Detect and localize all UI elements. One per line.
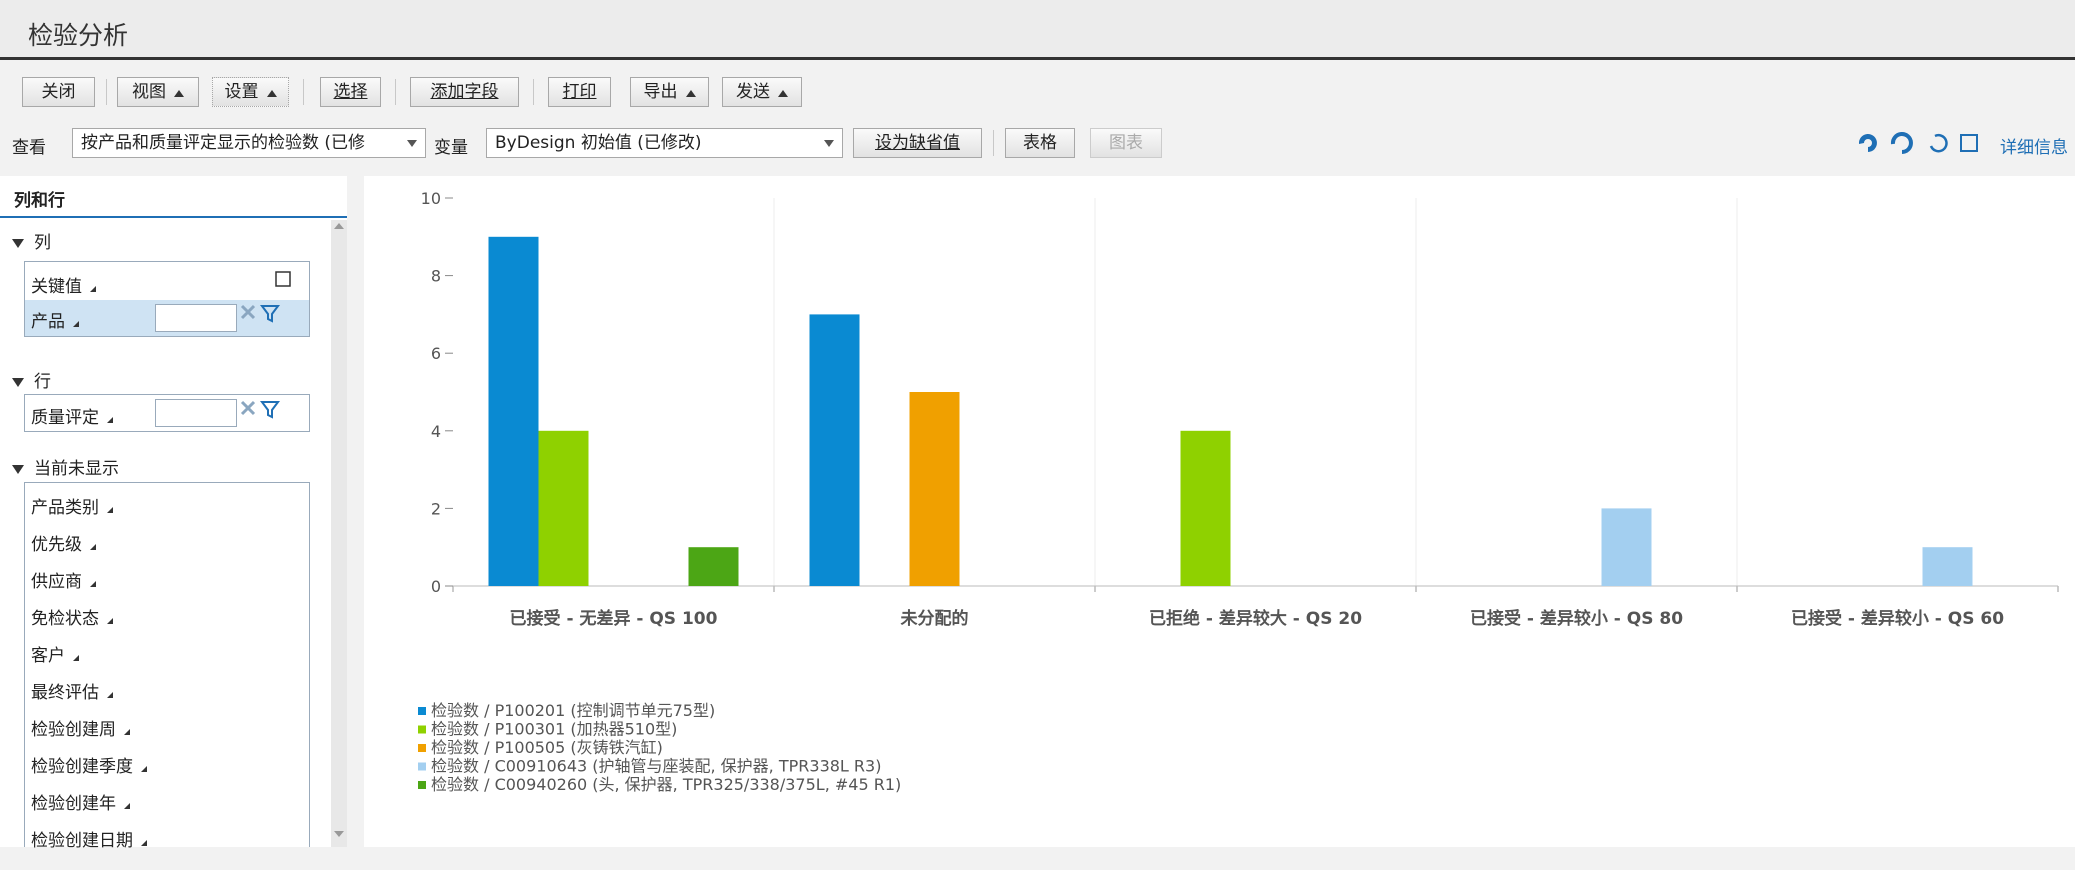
legend-swatch — [418, 725, 426, 734]
close-button[interactable]: 关闭 — [22, 77, 95, 107]
hidden-item[interactable]: 检验创建季度 — [31, 752, 147, 777]
legend-swatch — [418, 781, 426, 789]
y-tick-label: 0 — [431, 577, 441, 596]
panel-underline — [0, 216, 347, 218]
y-tick-label: 10 — [421, 189, 441, 208]
bar — [688, 547, 739, 586]
x-tick-label: 已接受 - 差异较小 - QS 80 — [1470, 608, 1683, 629]
bar — [488, 236, 539, 587]
columns-section[interactable]: 列 — [12, 228, 51, 253]
send-button[interactable]: 发送 — [722, 77, 802, 107]
columns-rows-panel: 列和行 列 关键值 产品 行 质量评定 当前未显示 产品类别优先级供应商免检状态… — [0, 176, 347, 851]
filter-icon[interactable] — [260, 401, 280, 419]
bar — [809, 314, 860, 586]
legend-swatch — [418, 707, 426, 715]
view-dropdown[interactable]: 按产品和质量评定显示的检验数 (已修 — [72, 128, 426, 158]
legend-label: 检验数 / C00940260 (头, 保护器, TPR325/338/375L… — [431, 775, 901, 794]
filter-icon[interactable] — [260, 305, 280, 323]
chart-button: 图表 — [1090, 128, 1162, 158]
variant-dropdown[interactable]: ByDesign 初始值 (已修改) — [486, 128, 843, 158]
hidden-item[interactable]: 最终评估 — [31, 678, 113, 703]
hidden-item[interactable]: 检验创建年 — [31, 789, 130, 814]
detail-icon[interactable] — [1960, 134, 1978, 152]
set-default-button[interactable]: 设为缺省值 — [853, 128, 982, 158]
refresh-icon[interactable] — [1929, 133, 1948, 153]
undo-icon[interactable] — [1858, 134, 1877, 152]
rows-box: 质量评定 — [24, 394, 310, 432]
scroll-up[interactable] — [334, 223, 344, 229]
legend-label: 检验数 / C00910643 (护轴管与座装配, 保护器, TPR338L R… — [431, 757, 881, 776]
column-item[interactable]: 产品 — [31, 307, 79, 332]
y-tick-label: 8 — [431, 267, 441, 286]
bar — [538, 430, 589, 586]
x-tick-label: 已拒绝 - 差异较大 - QS 20 — [1149, 608, 1362, 629]
copy-icon[interactable] — [275, 271, 291, 287]
hidden-item[interactable]: 检验创建日期 — [31, 826, 147, 851]
panel-icons — [240, 223, 344, 837]
hidden-item[interactable]: 产品类别 — [31, 493, 113, 518]
legend-swatch — [418, 762, 426, 771]
export-button[interactable]: 导出 — [630, 77, 709, 107]
separator — [533, 79, 534, 105]
separator — [395, 79, 396, 105]
rows-section[interactable]: 行 — [12, 367, 51, 392]
bar — [1922, 547, 1973, 586]
view-label: 查看 — [12, 138, 46, 158]
clear-icon[interactable] — [240, 400, 256, 416]
hidden-section[interactable]: 当前未显示 — [12, 454, 119, 479]
columns-box: 关键值 产品 — [24, 261, 310, 337]
filter-input[interactable] — [155, 304, 237, 332]
y-tick-label: 6 — [431, 344, 441, 363]
bar — [1601, 508, 1652, 586]
y-tick-label: 2 — [431, 499, 441, 518]
hidden-item[interactable]: 免检状态 — [31, 604, 113, 629]
settings-button[interactable]: 设置 — [212, 77, 289, 107]
clear-icon[interactable] — [240, 304, 256, 320]
view-button[interactable]: 视图 — [117, 77, 199, 107]
separator — [106, 79, 107, 105]
bar — [1180, 430, 1231, 586]
scroll-down[interactable] — [334, 831, 344, 837]
panel-title: 列和行 — [14, 191, 65, 211]
title-bar: 检验分析 — [0, 0, 2075, 60]
print-button[interactable]: 打印 — [548, 77, 611, 107]
select-button[interactable]: 选择 — [320, 77, 381, 107]
legend-label: 检验数 / P100301 (加热器510型) — [431, 720, 677, 739]
hidden-box: 产品类别优先级供应商免检状态客户最终评估检验创建周检验创建季度 检验创建年检验创建… — [24, 482, 310, 851]
y-tick-label: 4 — [431, 422, 441, 441]
x-tick-label: 未分配的 — [900, 608, 969, 629]
chart-area: 0 2 4 6 8 10 已接受 - 无差异 - QS 100 未分配的 已拒绝 - 差异较大 … — [364, 176, 2075, 847]
hidden-item[interactable]: 客户 — [31, 641, 79, 666]
hidden-item[interactable]: 优先级 — [31, 530, 96, 555]
table-button[interactable]: 表格 — [1005, 128, 1075, 158]
add-field-button[interactable]: 添加字段 — [410, 77, 519, 107]
hidden-item[interactable]: 供应商 — [31, 567, 96, 592]
legend-swatch — [418, 744, 426, 752]
column-item[interactable]: 关键值 — [31, 272, 96, 297]
row-item[interactable]: 质量评定 — [31, 403, 113, 428]
scrollbar[interactable] — [331, 220, 347, 847]
page-title: 检验分析 — [28, 21, 129, 50]
separator — [993, 130, 994, 156]
bar — [909, 392, 960, 586]
x-tick-label: 已接受 - 无差异 - QS 100 — [510, 608, 718, 629]
chart: 0 2 4 6 8 10 已接受 - 无差异 - QS 100 未分配的 已拒绝 - 差异较大 … — [418, 189, 2059, 794]
legend-label: 检验数 / P100201 (控制调节单元75型) — [431, 701, 715, 720]
separator — [303, 79, 304, 105]
x-tick-label: 已接受 - 差异较小 - QS 60 — [1791, 608, 2004, 629]
view-icons — [1858, 132, 1978, 154]
details-link[interactable]: 详细信息 — [2000, 138, 2068, 158]
variant-label: 变量 — [434, 138, 468, 158]
reset-icon[interactable] — [1890, 132, 1913, 154]
legend-label: 检验数 / P100505 (灰铸铁汽缸) — [431, 738, 663, 757]
hidden-item[interactable]: 检验创建周 — [31, 715, 130, 740]
filter-input[interactable] — [155, 399, 237, 427]
